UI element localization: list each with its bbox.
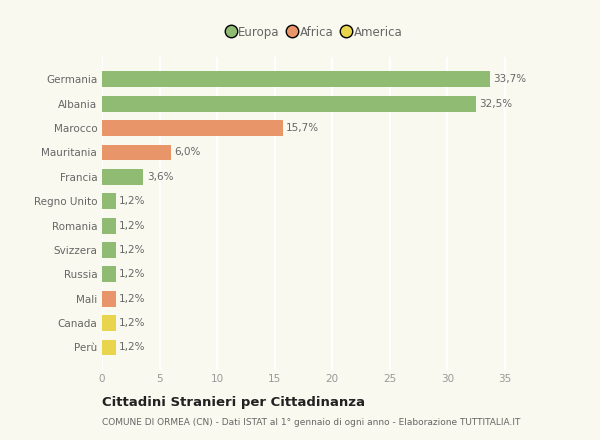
Bar [102, 71, 490, 87]
Text: 1,2%: 1,2% [119, 269, 146, 279]
Text: COMUNE DI ORMEA (CN) - Dati ISTAT al 1° gennaio di ogni anno - Elaborazione TUTT: COMUNE DI ORMEA (CN) - Dati ISTAT al 1° … [102, 418, 520, 427]
Text: 1,2%: 1,2% [119, 342, 146, 352]
Bar [102, 218, 116, 234]
Bar [102, 242, 116, 258]
Bar [102, 267, 116, 282]
Text: 15,7%: 15,7% [286, 123, 319, 133]
Text: 1,2%: 1,2% [119, 294, 146, 304]
Text: Cittadini Stranieri per Cittadinanza: Cittadini Stranieri per Cittadinanza [102, 396, 365, 409]
Text: 6,0%: 6,0% [175, 147, 201, 158]
Bar [102, 169, 143, 185]
Bar [102, 144, 171, 160]
Legend: Europa, Africa, America: Europa, Africa, America [224, 22, 406, 43]
Bar [102, 291, 116, 307]
Text: 1,2%: 1,2% [119, 318, 146, 328]
Bar [102, 193, 116, 209]
Text: 32,5%: 32,5% [479, 99, 513, 109]
Text: 1,2%: 1,2% [119, 245, 146, 255]
Text: 3,6%: 3,6% [147, 172, 173, 182]
Bar [102, 315, 116, 331]
Bar [102, 120, 283, 136]
Bar [102, 340, 116, 356]
Bar [102, 96, 476, 112]
Text: 1,2%: 1,2% [119, 196, 146, 206]
Text: 33,7%: 33,7% [493, 74, 527, 84]
Text: 1,2%: 1,2% [119, 220, 146, 231]
